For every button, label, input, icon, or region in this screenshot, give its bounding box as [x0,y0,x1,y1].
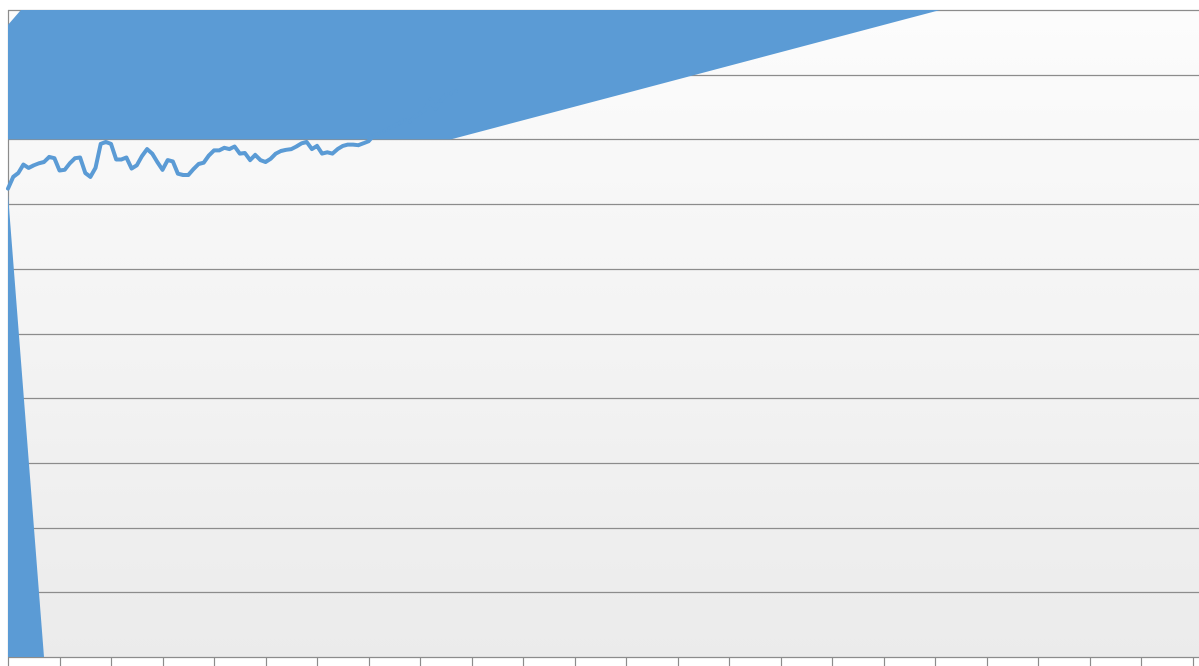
filled-region-2 [8,194,44,657]
data-point [88,175,92,179]
data-point [135,163,139,167]
data-point [428,97,432,101]
data-point [392,124,396,128]
data-point [130,166,134,171]
data-point [320,152,324,156]
data-point [377,132,381,136]
data-point [99,142,103,146]
data-point [233,144,237,149]
data-point [176,172,180,176]
data-point [423,108,427,112]
data-point [222,146,226,150]
data-point [11,175,15,179]
data-point [284,148,288,152]
data-point [217,148,221,152]
data-point [104,140,108,144]
data-point [366,139,371,143]
data-point [119,157,123,162]
data-point [403,118,407,122]
data-point [289,147,293,151]
data-point [454,89,458,93]
data-point [124,155,128,160]
data-point [150,152,154,156]
data-point [114,157,118,162]
data-point [32,163,36,167]
series-layer [6,88,458,191]
data-point [243,151,247,155]
data-point [186,173,190,177]
data-point [155,160,159,164]
data-point [21,163,25,167]
data-point [387,126,391,130]
data-point [207,154,211,158]
data-point [315,144,319,148]
data-point [418,111,422,115]
data-point [238,152,242,156]
data-point [361,141,365,145]
data-point [336,147,340,151]
data-point [68,161,72,165]
data-point [73,156,77,160]
data-point [227,147,231,151]
data-point [351,143,355,147]
data-point [433,107,438,111]
data-point [181,173,185,177]
data-point [37,161,41,165]
data-point [145,147,149,151]
data-point [202,161,206,165]
data-point [191,167,195,171]
data-point [27,166,31,170]
data-point [42,160,46,164]
data-point [52,156,57,160]
data-point [449,91,453,96]
data-point [310,147,314,151]
data-point [372,133,376,138]
data-point [253,153,257,157]
data-point [109,142,113,146]
data-point [305,140,309,144]
data-point [16,171,20,175]
data-point [300,141,304,145]
data-point [83,171,87,175]
data-point [330,152,334,156]
data-point [439,99,443,103]
data-point [171,159,175,163]
data-point [197,162,201,166]
data-point [57,168,62,173]
data-point [258,158,262,162]
data-point [444,93,448,97]
x-axis-ticks [59,657,1195,666]
series-line-1 [6,88,458,191]
data-point [248,158,252,162]
data-point [47,155,51,159]
data-point [325,150,329,154]
data-point [160,168,165,172]
data-point [166,158,170,162]
data-point [382,129,386,133]
data-point [397,121,401,125]
data-point [212,148,216,152]
data-point [408,120,412,124]
data-point [263,160,268,164]
data-point [140,154,144,158]
data-point [269,157,273,161]
data-point [279,149,283,153]
data-point [346,143,350,147]
data-point [356,143,360,147]
filled-regions [8,10,941,657]
data-point [413,115,417,119]
data-point [93,166,98,170]
data-point [63,168,67,172]
data-point [341,144,345,148]
data-point [274,152,278,156]
data-point [6,187,10,191]
data-point [294,144,298,149]
data-point [78,155,82,160]
filled-region-1 [8,10,941,140]
